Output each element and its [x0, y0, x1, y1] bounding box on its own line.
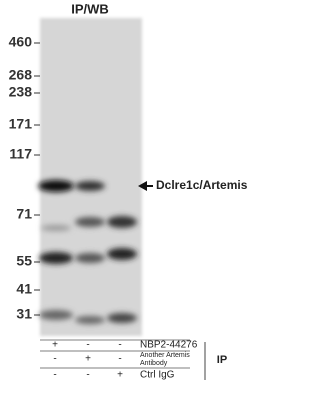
row-label: Another Artemis [140, 352, 190, 359]
ip-label: IP [217, 354, 227, 366]
marker-label: 238 [9, 84, 33, 100]
cell: + [117, 370, 123, 381]
cell: - [53, 370, 56, 381]
row-label: NBP2-44276 [140, 340, 198, 351]
cell: - [86, 370, 89, 381]
row-label: Ctrl IgG [140, 370, 175, 381]
row-label: Antibody [140, 360, 168, 367]
marker-label: 171 [9, 116, 33, 132]
marker-label: 268 [9, 67, 33, 83]
marker-label: 117 [9, 146, 32, 162]
cell: - [118, 354, 121, 365]
cell: - [53, 354, 56, 365]
marker-label: 71 [16, 206, 32, 222]
marker-label: 460 [9, 34, 33, 50]
title: IP/WB [71, 1, 109, 16]
cell: - [118, 340, 121, 351]
blot [38, 18, 142, 336]
marker-label: 41 [16, 281, 32, 297]
arrow [138, 181, 147, 191]
cell: - [86, 340, 89, 351]
cell: + [85, 354, 91, 365]
marker-label: 31 [16, 306, 32, 322]
cell: + [52, 340, 58, 351]
band-label: Dclre1c/Artemis [156, 178, 248, 192]
marker-label: 55 [16, 253, 32, 269]
